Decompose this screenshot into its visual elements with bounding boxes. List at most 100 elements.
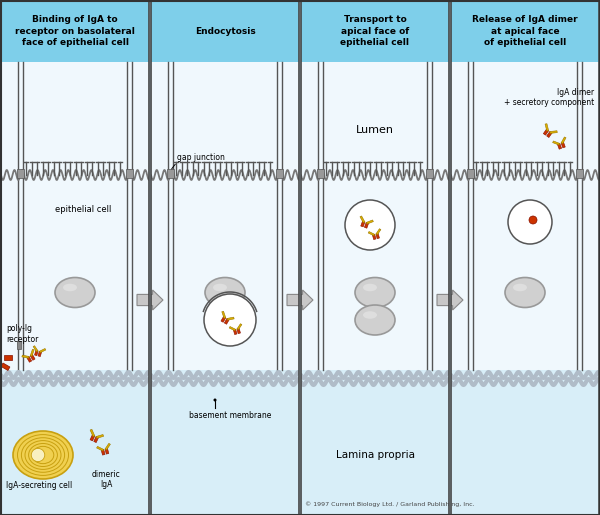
- Bar: [151, 62, 299, 370]
- Text: © 1997 Current Biology Ltd. / Garland Publishing, Inc.: © 1997 Current Biology Ltd. / Garland Pu…: [305, 501, 475, 507]
- Ellipse shape: [355, 278, 395, 307]
- Bar: [17, 341, 21, 349]
- Bar: [361, 221, 365, 227]
- Polygon shape: [229, 327, 236, 331]
- Text: basement membrane: basement membrane: [189, 410, 271, 420]
- Bar: [301, 62, 449, 370]
- Polygon shape: [97, 447, 104, 451]
- Bar: [1, 0, 149, 62]
- Bar: [561, 142, 565, 148]
- Polygon shape: [553, 141, 560, 145]
- Polygon shape: [137, 290, 163, 310]
- Bar: [149, 0, 151, 515]
- Ellipse shape: [55, 278, 95, 307]
- Bar: [364, 222, 368, 228]
- Ellipse shape: [13, 431, 73, 479]
- Bar: [30, 354, 35, 360]
- Bar: [101, 450, 105, 455]
- Polygon shape: [376, 229, 381, 235]
- Polygon shape: [33, 346, 38, 352]
- Ellipse shape: [63, 284, 77, 291]
- Ellipse shape: [205, 278, 245, 307]
- Text: Release of IgA dimer
at apical face
of epithelial cell: Release of IgA dimer at apical face of e…: [472, 15, 578, 46]
- Polygon shape: [561, 137, 566, 144]
- Bar: [576, 168, 583, 178]
- Circle shape: [508, 200, 552, 244]
- Bar: [151, 0, 299, 515]
- Bar: [547, 131, 552, 138]
- Bar: [376, 233, 379, 238]
- Bar: [301, 390, 449, 514]
- Circle shape: [345, 200, 395, 250]
- Text: IgA-secreting cell: IgA-secreting cell: [6, 480, 72, 489]
- Text: IgA dimer
+ secretory component: IgA dimer + secretory component: [504, 88, 594, 108]
- Bar: [467, 168, 474, 178]
- Bar: [299, 0, 301, 515]
- Circle shape: [214, 399, 217, 402]
- Bar: [94, 437, 98, 442]
- Ellipse shape: [363, 311, 377, 319]
- Polygon shape: [30, 349, 34, 356]
- Polygon shape: [287, 290, 313, 310]
- Polygon shape: [237, 324, 242, 330]
- Polygon shape: [550, 131, 557, 133]
- Bar: [1, 390, 149, 514]
- Polygon shape: [545, 124, 548, 131]
- Text: Lumen: Lumen: [356, 125, 394, 135]
- Polygon shape: [22, 355, 29, 358]
- Ellipse shape: [363, 284, 377, 291]
- Bar: [1, 363, 10, 370]
- Text: epithelial cell: epithelial cell: [55, 205, 111, 215]
- Bar: [544, 129, 548, 135]
- Bar: [167, 168, 174, 178]
- Text: Transport to
apical face of
epithelial cell: Transport to apical face of epithelial c…: [341, 15, 409, 46]
- Bar: [1, 62, 149, 370]
- Ellipse shape: [513, 284, 527, 291]
- Bar: [35, 350, 38, 356]
- Polygon shape: [90, 430, 95, 437]
- Text: dimeric
IgA: dimeric IgA: [92, 470, 121, 489]
- Bar: [4, 355, 12, 360]
- Ellipse shape: [505, 278, 545, 307]
- Bar: [151, 0, 299, 62]
- Bar: [17, 168, 24, 178]
- Bar: [90, 435, 95, 441]
- Polygon shape: [366, 220, 373, 224]
- Polygon shape: [368, 232, 375, 236]
- Bar: [426, 168, 433, 178]
- Bar: [38, 351, 41, 356]
- Bar: [233, 329, 237, 335]
- Ellipse shape: [213, 284, 227, 291]
- Polygon shape: [222, 311, 226, 318]
- Text: Lamina propria: Lamina propria: [335, 450, 415, 460]
- Text: Binding of IgA to
receptor on basolateral
face of epithelial cell: Binding of IgA to receptor on basolatera…: [15, 15, 135, 46]
- Bar: [276, 168, 283, 178]
- Bar: [151, 390, 299, 514]
- Polygon shape: [105, 443, 110, 450]
- Text: gap junction: gap junction: [177, 153, 225, 163]
- Text: Endocytosis: Endocytosis: [194, 26, 256, 36]
- Bar: [317, 168, 324, 178]
- Bar: [373, 234, 376, 239]
- Bar: [1, 0, 149, 515]
- Bar: [126, 168, 133, 178]
- Bar: [557, 144, 562, 149]
- Polygon shape: [360, 216, 365, 223]
- Bar: [451, 0, 599, 62]
- Ellipse shape: [355, 305, 395, 335]
- Circle shape: [204, 294, 256, 346]
- Bar: [451, 62, 599, 370]
- Bar: [221, 317, 226, 322]
- Bar: [449, 0, 451, 515]
- Bar: [451, 390, 599, 514]
- Text: poly-Ig
receptor: poly-Ig receptor: [6, 324, 38, 344]
- Bar: [301, 0, 449, 62]
- Bar: [301, 0, 449, 515]
- Ellipse shape: [31, 449, 45, 461]
- Bar: [27, 356, 32, 362]
- Polygon shape: [227, 317, 234, 320]
- Bar: [237, 329, 241, 334]
- Polygon shape: [437, 290, 463, 310]
- Bar: [451, 0, 599, 515]
- Circle shape: [529, 216, 537, 224]
